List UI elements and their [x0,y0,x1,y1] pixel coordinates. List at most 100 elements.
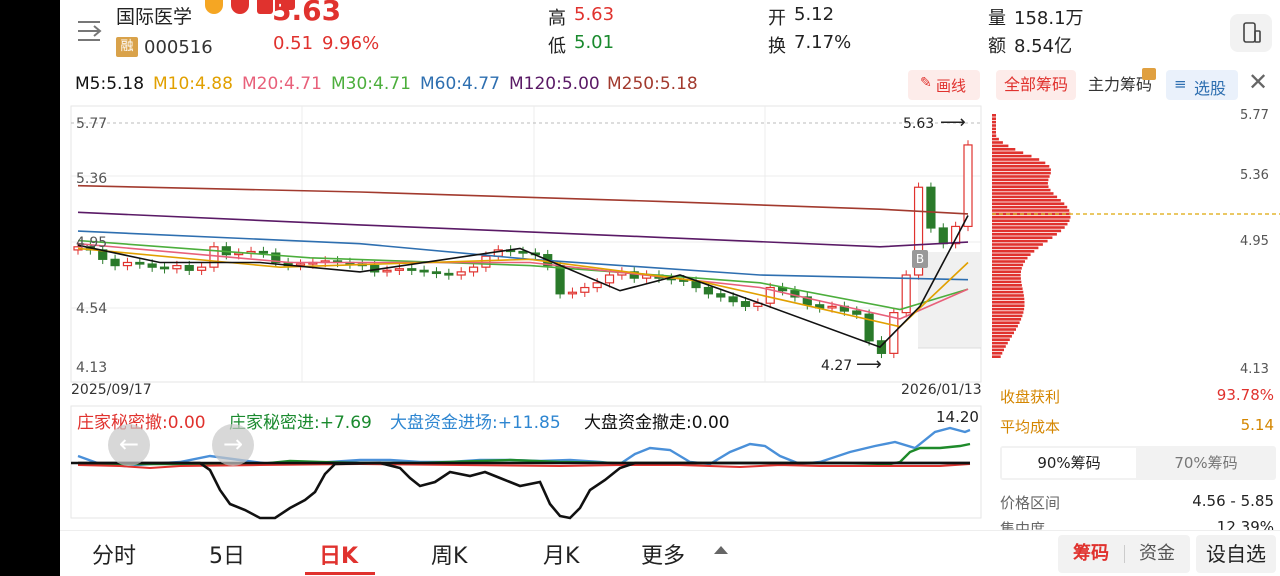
chip-bar [992,250,1035,253]
indicator-panel[interactable]: 庄家秘密撤:0.00 庄家秘密进:+7.69 大盘资金进场:+11.85 大盘资… [60,404,982,520]
add-watchlist-button[interactable]: 设自选 [1196,535,1276,573]
chip-bar [992,318,1022,321]
weibo-icon[interactable] [205,0,223,14]
chips-y-5.36: 5.36 [1240,168,1269,183]
candle-body [135,261,145,265]
candle-body [728,296,738,303]
chip-bar [992,229,1062,233]
candle-body [555,265,565,295]
low-label: 低 [548,36,566,57]
candle-body [456,271,466,276]
chip-bar [992,202,1065,205]
chip-bar [992,277,1021,280]
volume-value: 158.1万 [1014,8,1084,29]
m5-line [77,215,969,349]
low-arrow-icon: ⟶ [856,354,882,375]
tab-intraday[interactable]: 分时 [92,544,137,569]
chip-bar [992,335,1012,338]
pencil-icon: ✎ [920,75,932,91]
chip-bar [992,267,1022,270]
chip-bar [992,226,1065,229]
range-label: 价格区间 [1000,494,1061,512]
open-label: 开 [768,8,786,29]
indicator-legend-2: 庄家秘密进:+7.69 [229,413,372,433]
draw-line-label: 画线 [936,77,967,95]
chip-bar [992,304,1025,307]
volume-label: 量 [988,8,1006,29]
candle-body [172,265,182,270]
draw-line-button[interactable]: ✎ 画线 [908,70,980,100]
tab-90-chips[interactable]: 90%筹码 [1002,448,1136,478]
chip-bar [992,154,1032,158]
candle-body [703,286,714,295]
funds-button[interactable]: 资金 [1139,543,1175,564]
chip-bar [992,185,1049,188]
close-icon[interactable]: ✕ [1248,68,1269,96]
chip-bar [992,171,1051,175]
concentration-row: 集中度 12.39% [992,516,1280,530]
indicator-legend-3: 大盘资金进场:+11.85 [390,413,561,433]
tab-more[interactable]: 更多 [641,544,686,569]
hot-icon[interactable] [257,0,273,14]
candle-body [394,268,404,271]
landscape-icon[interactable] [1230,14,1272,52]
profit-value: 93.78% [1216,386,1274,404]
tab-5day[interactable]: 5日 [209,544,245,569]
chip-bar [992,352,1003,355]
chips-panel: 全部筹码 主力筹码 ≡ 选股 ✕ 5.77 5.36 4.95 4.13 收盘获… [992,64,1280,530]
candle-body [580,286,590,293]
start-date: 2025/09/17 [71,382,152,398]
candle-body [827,305,837,309]
chip-bar [992,253,1031,256]
chip-bar [992,199,1061,202]
candle-body [567,291,578,295]
chips-button[interactable]: 筹码 [1073,543,1109,564]
chip-bar [992,158,1040,161]
y-tick-4.95: 4.95 [76,235,108,251]
nav-left-icon[interactable]: ← [108,424,150,466]
candle-body [184,265,194,271]
candle-body [951,225,961,245]
turnover-value: 7.17% [794,32,852,53]
tab-70-chips[interactable]: 70%筹码 [1174,454,1238,472]
indicator-legend-4: 大盘资金撤走:0.00 [584,413,730,433]
select-stock-button[interactable]: ≡ 选股 [1166,70,1238,100]
candle-body [468,266,479,273]
candle-body [765,286,775,304]
chip-bar [992,182,1048,185]
candle-body [444,272,454,276]
alert-icon[interactable] [281,0,295,10]
chip-bar [992,270,1021,273]
tab-monthly-k[interactable]: 月K [543,544,580,569]
chip-bar [992,355,1001,358]
chip-bar [992,216,1071,219]
tab-all-chips[interactable]: 全部筹码 [996,70,1076,100]
chip-bar [992,246,1039,250]
open-value: 5.12 [794,4,835,25]
tab-main-chips[interactable]: 主力筹码 [1088,75,1153,94]
m10-line [77,247,969,328]
candle-body [913,186,924,276]
chip-bar [992,260,1025,263]
caret-up-icon[interactable] [714,546,728,554]
chip-bar [992,348,1004,352]
chip-bar [992,148,1016,151]
candle-body [938,227,948,245]
lock-icon [1142,68,1156,80]
chip-bar [992,219,1070,222]
menu-icon[interactable] [76,18,104,44]
tab-weekly-k[interactable]: 周K [431,544,468,569]
chip-bar [992,195,1058,199]
chip-bar [992,236,1053,239]
chip-bar [992,137,999,141]
tab-daily-k[interactable]: 日K [319,544,359,569]
chip-bar [992,178,1049,182]
margin-badge: 融 [116,37,138,57]
candlestick-chart[interactable]: 5.77 5.36 4.95 4.54 4.13 5.63 ⟶ 4.27 ⟶ B… [60,104,982,404]
nav-right-icon[interactable]: → [212,424,254,466]
candle-body [963,144,973,228]
chips-y-5.77: 5.77 [1240,108,1269,123]
list-icon: ≡ [1174,75,1187,93]
chip-bar [992,120,996,124]
share-icon[interactable] [231,0,249,14]
